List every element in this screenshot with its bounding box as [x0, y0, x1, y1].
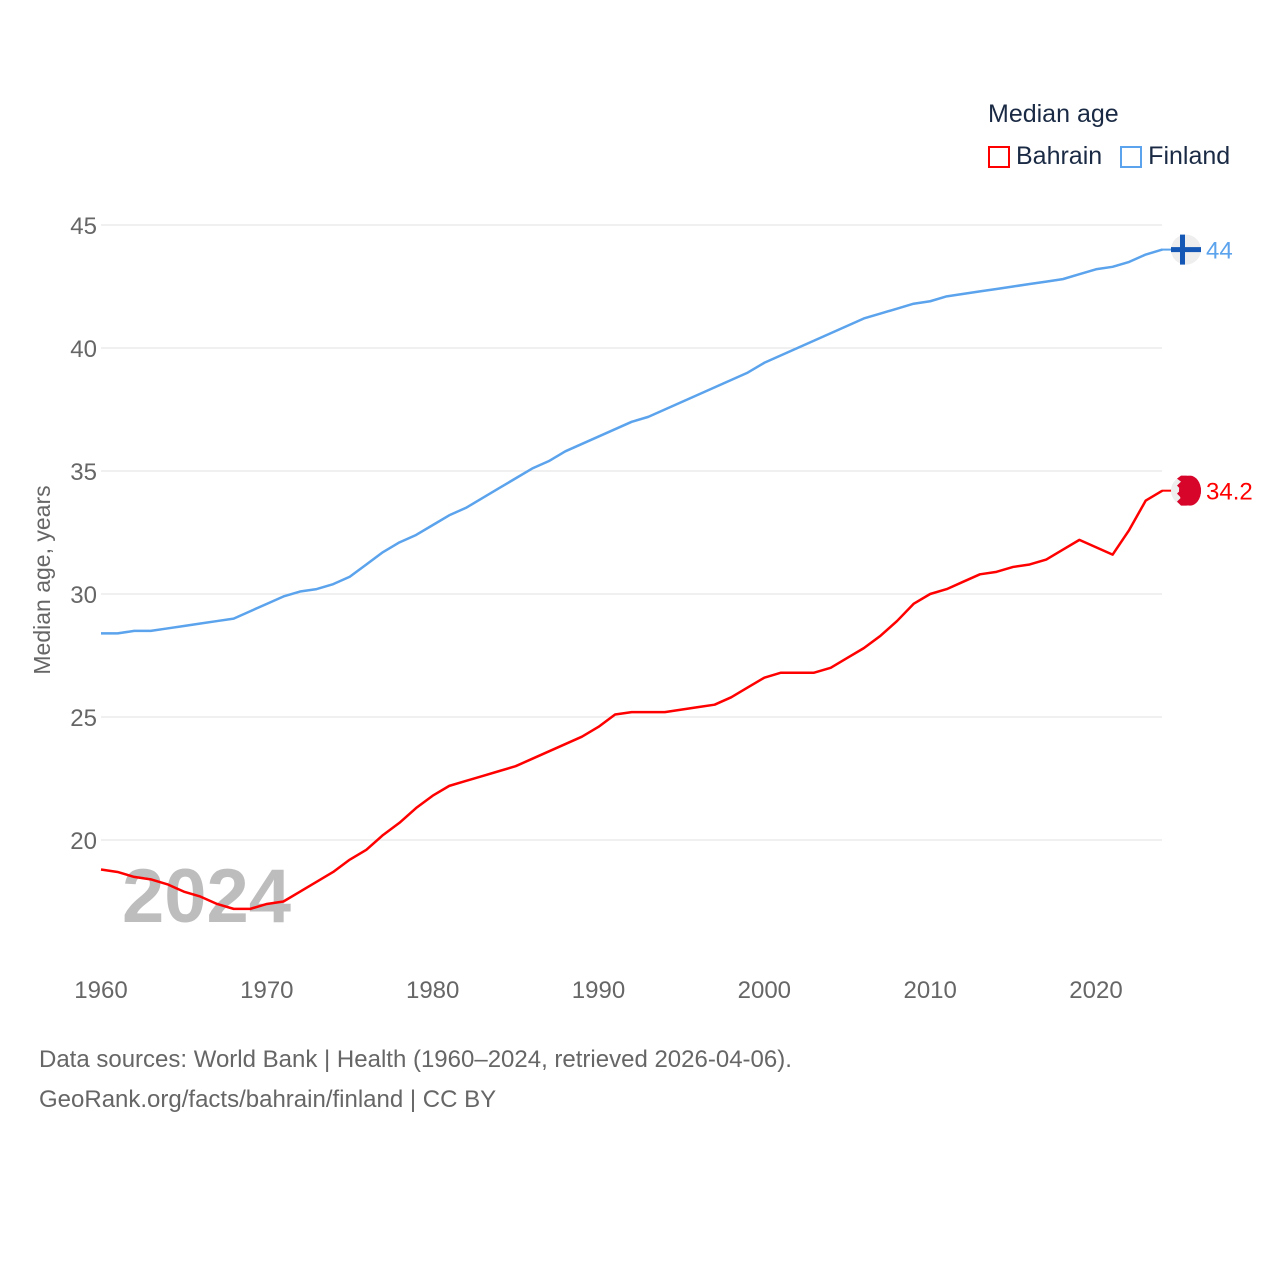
x-tick-label: 2010 — [903, 977, 956, 1004]
source-link[interactable]: GeoRank.org/facts/bahrain/finland | CC B… — [39, 1086, 497, 1113]
legend-label: Finland — [1148, 142, 1231, 170]
x-tick-label: 1970 — [240, 977, 293, 1004]
x-tick-label: 1960 — [74, 977, 127, 1004]
legend: Bahrain Finland — [988, 142, 1230, 171]
flag-cross-v — [1180, 234, 1185, 265]
y-tick-label: 35 — [70, 459, 97, 486]
y-tick-label: 25 — [70, 705, 97, 732]
flag-bahrain-icon — [1171, 475, 1202, 506]
y-axis-label: Median age, years — [29, 485, 55, 674]
legend-item-bahrain[interactable]: Bahrain — [988, 142, 1102, 171]
series-line-bahrain — [100, 489, 1163, 911]
flag-cross-h — [1171, 247, 1201, 253]
x-tick-label: 1990 — [572, 977, 625, 1004]
year-watermark: 2024 — [122, 854, 291, 939]
y-tick-label: 40 — [70, 336, 97, 363]
legend-title: Median age — [988, 100, 1119, 128]
flag-finland-icon — [1171, 234, 1201, 265]
legend-swatch-finland — [1120, 145, 1143, 168]
legend-item-finland[interactable]: Finland — [1120, 142, 1230, 171]
legend-swatch-bahrain — [988, 145, 1010, 168]
flag-red — [1179, 475, 1201, 506]
x-tick-label: 2000 — [738, 977, 791, 1004]
end-value-label: 44 — [1206, 238, 1233, 265]
legend-label: Bahrain — [1016, 142, 1103, 170]
x-tick-label: 1980 — [406, 977, 459, 1004]
y-tick-label: 45 — [70, 213, 97, 240]
end-value-label: 34.2 — [1206, 479, 1253, 506]
x-tick-label: 2020 — [1069, 977, 1122, 1004]
source-note: Data sources: World Bank | Health (1960–… — [39, 1046, 792, 1073]
y-tick-label: 20 — [70, 828, 97, 855]
series-line-finland — [101, 248, 1163, 635]
y-tick-label: 30 — [70, 582, 97, 609]
